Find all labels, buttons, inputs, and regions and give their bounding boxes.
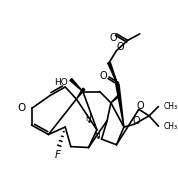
Text: H: H (86, 114, 91, 123)
Text: O: O (137, 101, 145, 111)
Polygon shape (76, 88, 85, 99)
Text: HO: HO (54, 78, 68, 87)
Text: O: O (110, 33, 117, 43)
Text: O: O (132, 116, 140, 125)
Text: F: F (55, 150, 61, 160)
Text: O: O (116, 42, 124, 52)
Polygon shape (111, 95, 120, 103)
Polygon shape (70, 79, 83, 92)
Text: H: H (94, 130, 100, 139)
Text: CH₃: CH₃ (164, 102, 178, 111)
Text: O: O (17, 103, 26, 113)
Text: O: O (100, 71, 107, 81)
Polygon shape (108, 62, 117, 84)
Polygon shape (116, 84, 124, 127)
Text: CH₃: CH₃ (164, 122, 178, 131)
